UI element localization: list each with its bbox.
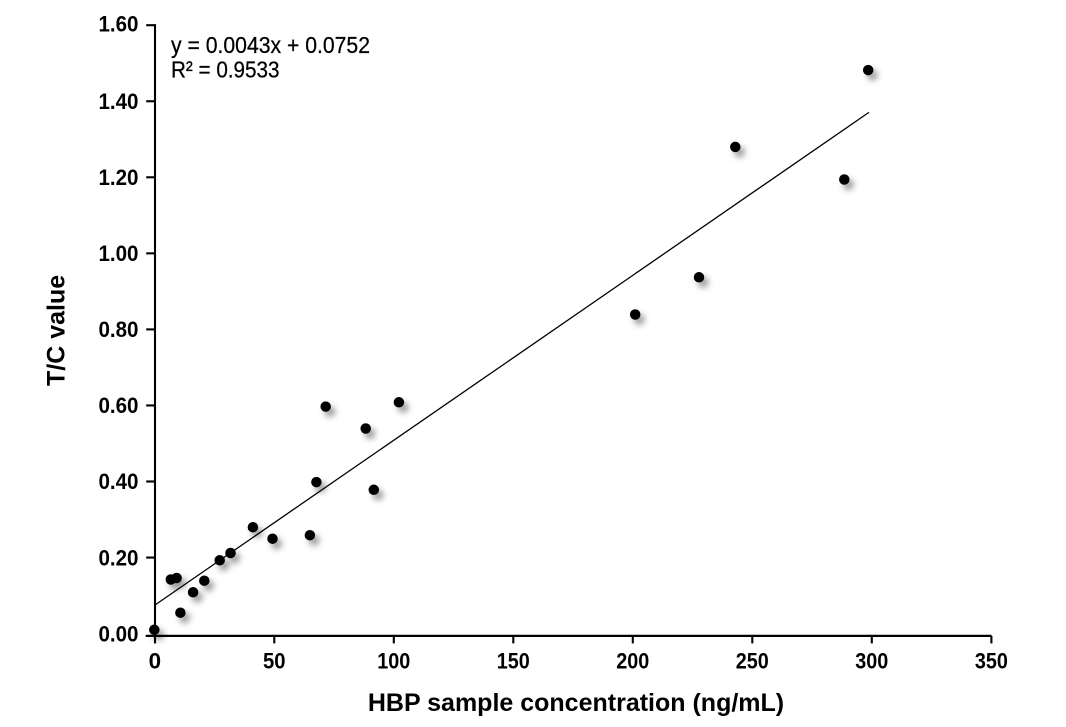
svg-text:1.40: 1.40 [99, 89, 139, 114]
svg-text:T/C value: T/C value [43, 275, 71, 386]
svg-text:1.60: 1.60 [99, 12, 139, 37]
svg-text:HBP sample concentration (ng/m: HBP sample concentration (ng/mL) [368, 689, 784, 717]
svg-text:1.20: 1.20 [99, 165, 139, 190]
svg-text:0.40: 0.40 [99, 469, 139, 494]
svg-text:R² = 0.9533: R² = 0.9533 [171, 56, 280, 82]
svg-text:200: 200 [616, 649, 649, 674]
svg-text:1.00: 1.00 [99, 241, 139, 266]
svg-text:100: 100 [377, 649, 410, 674]
svg-text:0.60: 0.60 [99, 393, 139, 418]
svg-text:0.20: 0.20 [99, 545, 139, 570]
svg-text:50: 50 [263, 649, 286, 674]
svg-text:0.00: 0.00 [99, 621, 139, 646]
svg-text:0: 0 [149, 649, 161, 674]
svg-text:300: 300 [855, 649, 888, 674]
svg-text:y = 0.0043x + 0.0752: y = 0.0043x + 0.0752 [171, 32, 370, 58]
svg-text:150: 150 [497, 649, 530, 674]
svg-text:350: 350 [975, 649, 1008, 674]
svg-text:250: 250 [736, 649, 769, 674]
svg-text:0.80: 0.80 [99, 317, 139, 342]
